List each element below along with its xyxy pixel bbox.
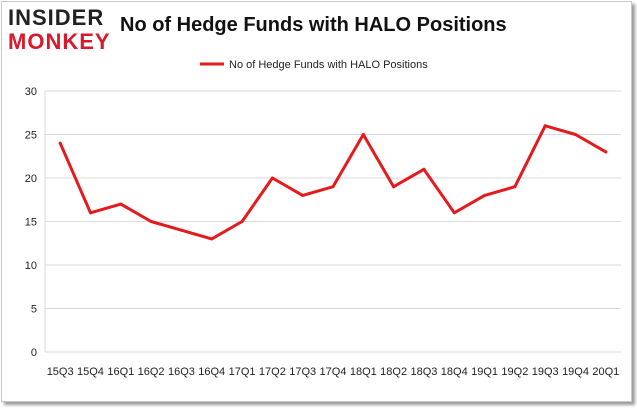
data-point <box>513 185 517 189</box>
gridlines <box>44 90 621 353</box>
data-point <box>543 124 547 128</box>
data-point <box>210 237 214 241</box>
x-tick-label: 19Q1 <box>471 366 498 378</box>
data-point <box>361 133 365 136</box>
data-point <box>179 228 183 232</box>
x-tick-label: 19Q4 <box>562 366 589 378</box>
data-point <box>301 193 305 197</box>
data-point <box>149 220 153 223</box>
x-tick-label: 16Q3 <box>168 366 195 378</box>
x-tick-label: 17Q1 <box>229 366 256 378</box>
x-tick-label: 18Q4 <box>441 366 468 378</box>
data-point <box>422 167 426 171</box>
x-tick-label: 16Q1 <box>107 366 134 378</box>
logo-line-1: INSIDER <box>8 5 105 30</box>
x-tick-label: 17Q4 <box>320 366 347 378</box>
x-axis-ticks: 15Q3 15Q4 16Q1 16Q2 16Q3 16Q4 17Q1 17Q2 17Q3 17Q4… <box>47 366 620 378</box>
legend-label: No of Hedge Funds with HALO Positions <box>229 59 428 71</box>
y-tick-label: 15 <box>25 217 37 229</box>
data-point <box>88 211 92 215</box>
data-point <box>604 150 608 154</box>
data-point <box>119 202 123 206</box>
y-tick-label: 25 <box>25 130 37 142</box>
data-point <box>574 133 578 136</box>
x-tick-label: 16Q2 <box>138 366 165 378</box>
y-tick-label: 20 <box>25 173 37 185</box>
x-tick-label: 17Q2 <box>259 366 286 378</box>
data-point <box>270 176 274 180</box>
x-tick-label: 17Q3 <box>289 366 316 378</box>
data-point <box>240 220 244 223</box>
y-axis-ticks: 0 5 10 15 20 25 30 <box>25 86 37 359</box>
data-point <box>483 193 487 197</box>
x-tick-label: 18Q2 <box>380 366 407 378</box>
data-point <box>331 185 335 189</box>
x-tick-label: 20Q1 <box>592 366 619 378</box>
x-tick-label: 18Q3 <box>410 366 437 378</box>
legend: No of Hedge Funds with HALO Positions <box>200 59 428 71</box>
data-point <box>452 211 456 215</box>
x-tick-label: 18Q1 <box>350 366 377 378</box>
y-tick-label: 5 <box>31 304 37 316</box>
data-point <box>392 185 396 189</box>
y-tick-label: 30 <box>25 86 37 98</box>
insider-monkey-logo: INSIDER MONKEY <box>8 6 118 56</box>
chart-title: No of Hedge Funds with HALO Positions <box>120 14 507 36</box>
x-tick-label: 19Q3 <box>532 366 559 378</box>
series-group <box>58 124 608 241</box>
x-tick-label: 15Q3 <box>47 366 74 378</box>
x-tick-label: 16Q4 <box>198 366 225 378</box>
y-tick-label: 0 <box>31 347 37 359</box>
x-tick-label: 19Q2 <box>501 366 528 378</box>
y-tick-label: 10 <box>25 260 37 272</box>
chart-frame <box>1 1 632 402</box>
x-tick-label: 15Q4 <box>77 366 104 378</box>
data-point <box>58 141 62 145</box>
logo-line-2: MONKEY <box>8 29 111 54</box>
